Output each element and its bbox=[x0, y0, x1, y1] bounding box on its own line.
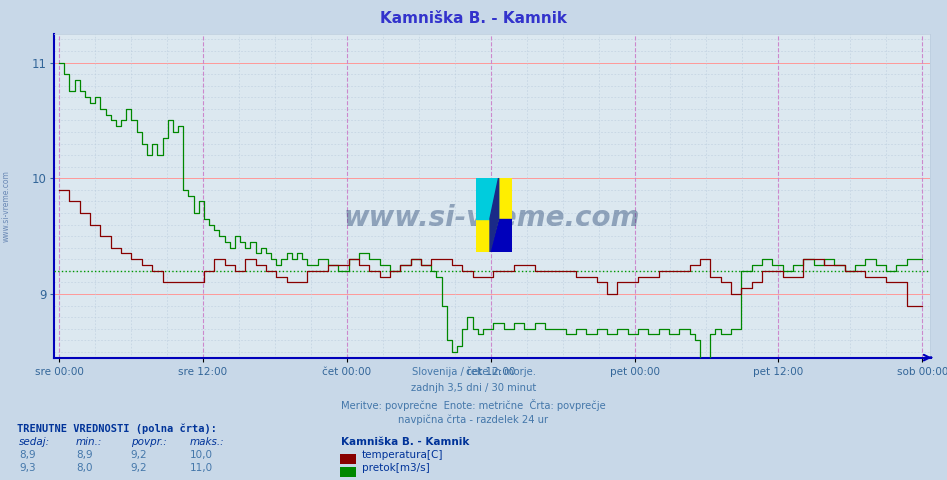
Text: Meritve: povprečne  Enote: metrične  Črta: povprečje: Meritve: povprečne Enote: metrične Črta:… bbox=[341, 399, 606, 411]
Polygon shape bbox=[490, 178, 499, 252]
Text: zadnjh 3,5 dni / 30 minut: zadnjh 3,5 dni / 30 minut bbox=[411, 383, 536, 393]
Text: maks.:: maks.: bbox=[189, 437, 224, 447]
Text: 8,9: 8,9 bbox=[76, 450, 93, 460]
Text: 11,0: 11,0 bbox=[189, 463, 212, 473]
Polygon shape bbox=[476, 178, 498, 218]
Text: 8,0: 8,0 bbox=[76, 463, 92, 473]
Text: Kamniška B. - Kamnik: Kamniška B. - Kamnik bbox=[341, 437, 470, 447]
Text: sedaj:: sedaj: bbox=[19, 437, 50, 447]
Text: 8,9: 8,9 bbox=[19, 450, 36, 460]
Text: navpična črta - razdelek 24 ur: navpična črta - razdelek 24 ur bbox=[399, 415, 548, 425]
Text: 9,2: 9,2 bbox=[131, 463, 148, 473]
Text: temperatura[C]: temperatura[C] bbox=[362, 450, 443, 460]
Text: Slovenija / reke in morje.: Slovenija / reke in morje. bbox=[412, 367, 535, 377]
Text: povpr.:: povpr.: bbox=[131, 437, 167, 447]
Text: Kamniška B. - Kamnik: Kamniška B. - Kamnik bbox=[380, 11, 567, 25]
Text: pretok[m3/s]: pretok[m3/s] bbox=[362, 463, 430, 473]
Text: www.si-vreme.com: www.si-vreme.com bbox=[344, 204, 640, 232]
Text: 9,3: 9,3 bbox=[19, 463, 36, 473]
Polygon shape bbox=[490, 218, 512, 252]
Text: www.si-vreme.com: www.si-vreme.com bbox=[2, 170, 11, 242]
Text: 9,2: 9,2 bbox=[131, 450, 148, 460]
Text: 10,0: 10,0 bbox=[189, 450, 212, 460]
Text: TRENUTNE VREDNOSTI (polna črta):: TRENUTNE VREDNOSTI (polna črta): bbox=[17, 424, 217, 434]
Text: min.:: min.: bbox=[76, 437, 102, 447]
